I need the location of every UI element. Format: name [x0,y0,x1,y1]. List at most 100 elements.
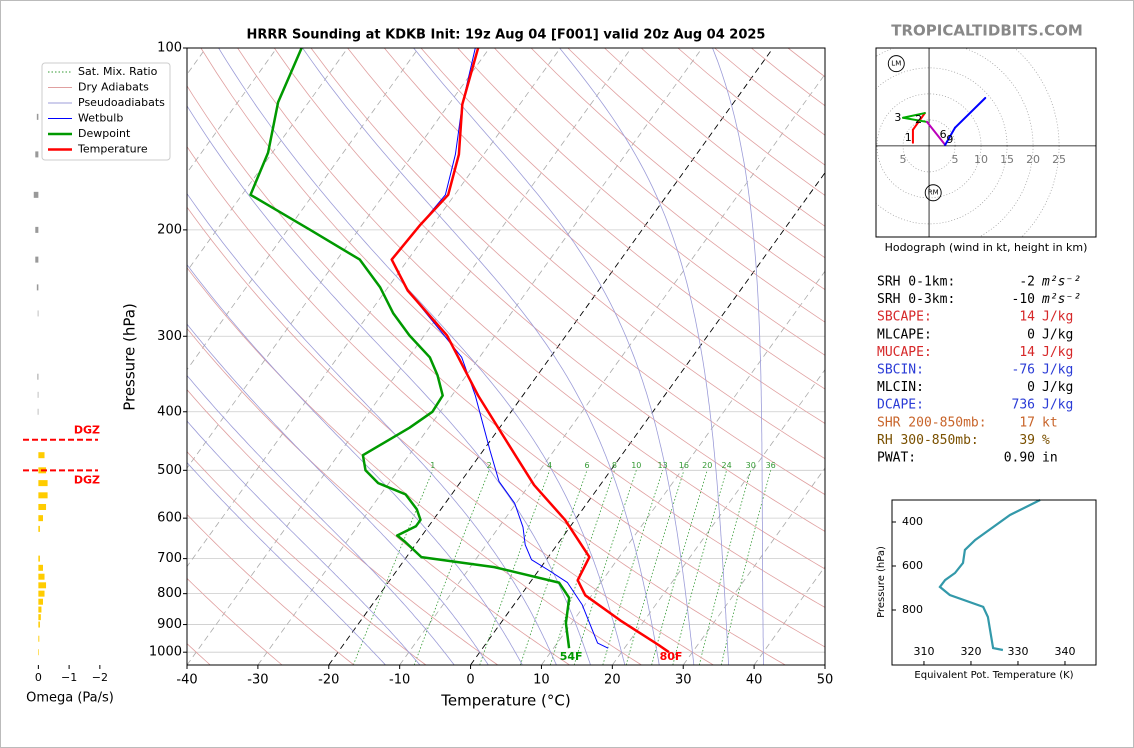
y-tick-label: 800 [902,603,923,616]
parameter-value: 0 [1027,380,1035,395]
dry-adiabat [187,85,825,648]
height-label: 6 [940,128,947,141]
omega-bar [38,564,43,571]
mixing-ratio-label: 36 [766,461,776,470]
mixing-ratio-label: 20 [702,461,712,470]
dry-adiabat [187,577,283,665]
hodograph-segment [944,126,957,146]
dry-adiabat [187,451,427,665]
y-tick-label: 1000 [149,645,182,660]
mixing-ratio-label: 4 [547,461,552,470]
y-axis-label: Pressure (hPa) [121,303,139,411]
omega-bar [38,503,47,510]
x-axis-label: Equivalent Pot. Temperature (K) [914,670,1073,681]
storm-motion-label: LM [891,60,901,68]
parameter-unit: J/kg [1042,345,1073,360]
parameter-label: SRH 0-1km: [877,275,955,290]
y-tick-label: 400 [157,404,182,419]
profile-line [390,48,670,654]
parameter-unit: in [1042,451,1058,466]
isotherm [187,48,632,665]
hodograph-segment [925,120,947,146]
legend-label: Dewpoint [78,127,131,140]
pseudoadiabat [559,48,729,665]
legend-box [41,62,171,161]
dry-adiabat [310,48,825,496]
x-tick-label: 310 [913,645,934,658]
parameter-unit: m²s⁻² [1041,275,1081,290]
x-tick-label: -20 [318,673,339,688]
brand: TROPICALTIDBITS.COM [891,22,1083,40]
omega-bar [38,573,45,580]
omega-bar [36,113,39,120]
legend-label: Temperature [77,143,148,156]
parameter-label: PWAT: [877,451,916,466]
mixing-ratio-label: 1 [430,461,435,470]
parameter-unit: m²s⁻² [1041,292,1081,307]
omega-bar [38,621,40,628]
mixing-ratio-line [720,470,772,665]
x-tick-label: 0 [35,671,42,684]
y-tick-label: 300 [157,329,182,344]
y-tick-label: 100 [157,41,182,56]
ring-label: 20 [1026,153,1040,166]
y-tick-label: 900 [157,617,182,632]
dgz-label: DGZ [74,424,100,437]
parameter-value: -76 [1012,363,1035,378]
pseudoadiabat [187,461,386,665]
omega-bar [35,256,39,263]
mixing-ratio-line [672,470,727,665]
omega-bar [38,598,43,605]
pseudoadiabat [187,374,455,665]
isotherm [187,48,278,174]
y-tick-label: 600 [157,511,182,526]
omega-bar [37,310,39,317]
omega-bar [37,373,39,380]
x-axis-label: Temperature (°C) [440,692,570,710]
x-tick-label: −2 [92,671,108,684]
omega-bar [37,408,39,415]
omega-bar [38,452,45,459]
parameter-value: 14 [1019,345,1035,360]
dry-adiabat [187,327,570,665]
parameter-label: SRH 0-3km: [877,292,955,307]
parameter-label: MUCAPE: [877,345,932,360]
pseudoadiabat [413,48,695,665]
parameter-value: 39 [1019,433,1035,448]
hodograph-segment [902,112,926,119]
dry-adiabat [187,513,355,665]
hodograph-frame [875,47,1097,238]
mixing-ratio-label: 13 [658,461,668,470]
pseudoadiabat [218,48,626,665]
mixing-ratio-line [573,470,637,665]
isotherm [470,171,825,665]
isotherm [541,270,825,665]
y-tick-label: 200 [157,222,182,237]
mixing-ratio-label: 16 [679,461,689,470]
omega-bar [33,191,39,198]
mixing-ratio-label: 2 [487,461,492,470]
pseudoadiabat [302,48,660,665]
parameter-value: 14 [1019,310,1035,325]
x-tick-label: 320 [960,645,981,658]
pseudoadiabat [712,48,764,665]
parameter-value: -10 [1012,292,1035,307]
parameter-unit: J/kg [1042,380,1073,395]
parameter-unit: % [1042,433,1050,448]
y-tick-label: 400 [902,515,923,528]
isotherm [328,48,774,665]
plot-frame [186,47,826,666]
height-label: 3 [894,111,901,124]
x-tick-label: 330 [1007,645,1028,658]
parameter-value: 17 [1019,415,1035,430]
omega-bar [38,606,42,613]
mixing-ratio-label: 8 [612,461,617,470]
x-tick-label: -30 [247,673,268,688]
omega-bar [38,590,45,597]
x-tick-label: -40 [176,673,197,688]
legend-label: Dry Adiabats [78,81,149,94]
parameter-value: -2 [1019,275,1035,290]
parameter-label: DCAPE: [877,398,924,413]
omega-bar [37,391,39,398]
